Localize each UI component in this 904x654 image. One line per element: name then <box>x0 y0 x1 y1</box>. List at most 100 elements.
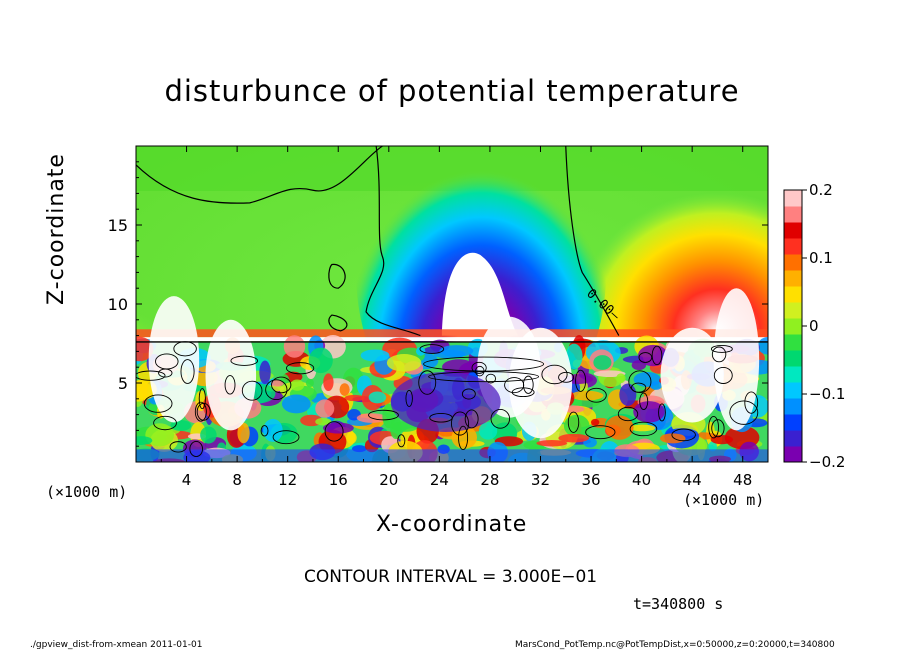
x-tick-label: 20 <box>379 471 398 489</box>
turbulence-patch <box>344 394 365 402</box>
contour-lower <box>189 441 203 458</box>
turbulence-patch <box>563 414 590 437</box>
contour-lower <box>638 352 653 363</box>
turbulence-patch <box>283 335 306 358</box>
y-tick-label: 10 <box>108 295 128 314</box>
cold-blob <box>390 371 501 432</box>
contour-lower <box>196 402 211 421</box>
contour-lower <box>418 370 437 395</box>
contour-lower <box>711 346 727 363</box>
contour-lower <box>464 409 479 429</box>
y-tick-label: 5 <box>118 374 128 393</box>
turbulence-patch <box>558 433 590 443</box>
contour-lower <box>585 425 616 440</box>
x-tick-label: 48 <box>733 471 752 489</box>
contour-lower <box>671 428 696 442</box>
contour-lower <box>710 344 733 353</box>
colorbar-tick-label: 0 <box>809 317 819 335</box>
colorbar-segment <box>784 302 802 319</box>
colorbar-segment <box>784 270 802 287</box>
colorbar-tick-label: 0.1 <box>809 249 833 267</box>
contour-lower <box>286 362 315 375</box>
turbulence-patch <box>136 436 153 445</box>
turbulence-patch <box>633 401 665 423</box>
turbulence-patch <box>290 379 305 391</box>
turbulence-patch <box>259 360 271 385</box>
colorbar-segment <box>784 382 802 399</box>
turbulence-patch <box>593 355 612 370</box>
colorbar: 0.2 0.1 0 −0.1 −0.2 <box>783 181 845 471</box>
colorbar-segment <box>784 206 802 223</box>
x-tick-label: 36 <box>581 471 600 489</box>
turbulence-patch <box>616 373 626 384</box>
turbulence-patch <box>305 378 314 388</box>
colorbar-segment <box>784 446 802 463</box>
chart-title: disturbunce of potential temperature <box>164 74 740 108</box>
contour-plume-right <box>565 146 620 336</box>
x-tick-label: 4 <box>182 471 192 489</box>
contour-lower <box>241 380 263 401</box>
time-note: t=340800 s <box>633 595 724 613</box>
contour-lower <box>173 341 197 357</box>
contour-lower <box>153 415 177 431</box>
x-tick-label: 44 <box>683 471 702 489</box>
turbulence-patch <box>536 440 568 447</box>
contour-lower <box>265 379 288 401</box>
contour-lower <box>450 411 470 436</box>
contour-lower <box>708 416 719 439</box>
turbulence-patch <box>270 380 284 387</box>
contour-lower <box>368 409 399 421</box>
contour-lower <box>490 408 511 429</box>
turbulence-patch <box>708 441 717 452</box>
turbulence-patch <box>619 383 637 406</box>
contour-lower <box>136 370 166 381</box>
contour-lower <box>575 369 587 392</box>
x-axis-unit-left: (×1000 m) <box>46 483 128 501</box>
contour-lower <box>260 425 269 437</box>
surface-band <box>136 449 768 462</box>
turbulence-patch <box>628 424 656 432</box>
turbulence-patch <box>360 349 390 362</box>
turbulence-patch <box>323 373 334 392</box>
contour-lines <box>136 146 768 458</box>
contour-island <box>328 263 346 289</box>
contour-lower <box>458 425 469 451</box>
contour-lower <box>629 421 658 437</box>
warm-thermal <box>148 296 200 423</box>
turbulence-patch <box>145 423 175 447</box>
colorbar-tick-label: 0.2 <box>809 181 833 199</box>
warm-thermal <box>508 327 573 439</box>
x-tick-label: 40 <box>632 471 651 489</box>
colorbar-segment <box>784 334 802 351</box>
contour-lower <box>324 421 344 442</box>
colorbar-segment <box>784 222 802 239</box>
contour-lower <box>511 387 535 398</box>
turbulence-patch <box>439 345 474 357</box>
contour-upper-left <box>136 146 383 204</box>
contour-lower <box>397 434 406 448</box>
contour-island <box>328 314 348 332</box>
lower-turbulent-layer <box>136 288 768 462</box>
contour-lower <box>639 392 649 410</box>
turbulence-patch <box>315 417 332 426</box>
x-tick-label: 8 <box>232 471 242 489</box>
contour-lower <box>272 430 300 445</box>
contour-lower <box>271 376 292 394</box>
colorbar-segment <box>784 254 802 271</box>
turbulence-patch <box>386 354 422 372</box>
contour-lower <box>423 356 545 372</box>
turbulence-patch <box>237 422 250 444</box>
turbulence-patch <box>570 390 604 401</box>
contour-lower <box>558 371 575 383</box>
colorbar-tick-label: −0.2 <box>809 453 845 471</box>
contour-lower <box>541 364 568 385</box>
contour-lower <box>617 406 639 422</box>
inversion-band <box>136 329 768 338</box>
contour-lower <box>711 419 725 438</box>
contour-lower <box>405 389 413 407</box>
turbulence-patch <box>315 399 335 418</box>
contour-lower <box>169 441 187 453</box>
colorbar-segment <box>784 286 802 303</box>
contour-lower <box>143 394 173 413</box>
